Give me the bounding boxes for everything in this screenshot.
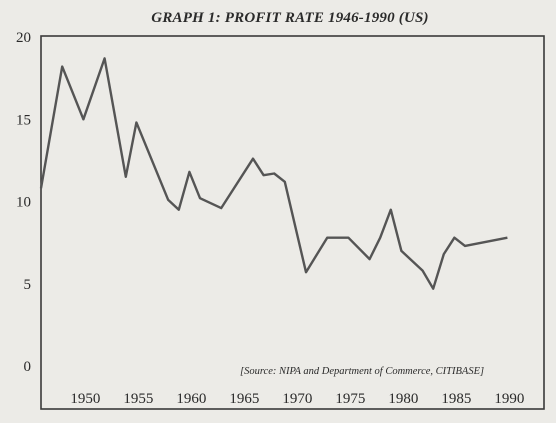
x-tick-label: 1955	[123, 391, 153, 407]
y-tick-label: 20	[16, 30, 31, 46]
x-tick-label: 1990	[494, 391, 524, 407]
x-tick-label: 1985	[441, 391, 471, 407]
y-tick-label: 0	[24, 359, 32, 375]
chart-title: GRAPH 1: PROFIT RATE 1946-1990 (US)	[151, 10, 428, 26]
y-axis: 0 5 10 15 20	[16, 30, 31, 375]
x-tick-label: 1950	[70, 391, 100, 407]
x-tick-label: 1965	[229, 391, 259, 407]
y-tick-label: 10	[16, 195, 31, 211]
x-tick-label: 1960	[176, 391, 206, 407]
x-tick-label: 1970	[282, 391, 312, 407]
x-axis: 1950 1955 1960 1965 1970 1975 1980 1985 1990	[70, 391, 524, 407]
plot-frame	[40, 35, 545, 410]
y-tick-label: 15	[16, 112, 31, 128]
profit-rate-line	[39, 57, 508, 290]
x-tick-label: 1980	[388, 391, 418, 407]
source-note: [Source: NIPA and Department of Commerce…	[240, 366, 484, 377]
x-tick-label: 1975	[335, 391, 365, 407]
y-tick-label: 5	[24, 277, 32, 293]
